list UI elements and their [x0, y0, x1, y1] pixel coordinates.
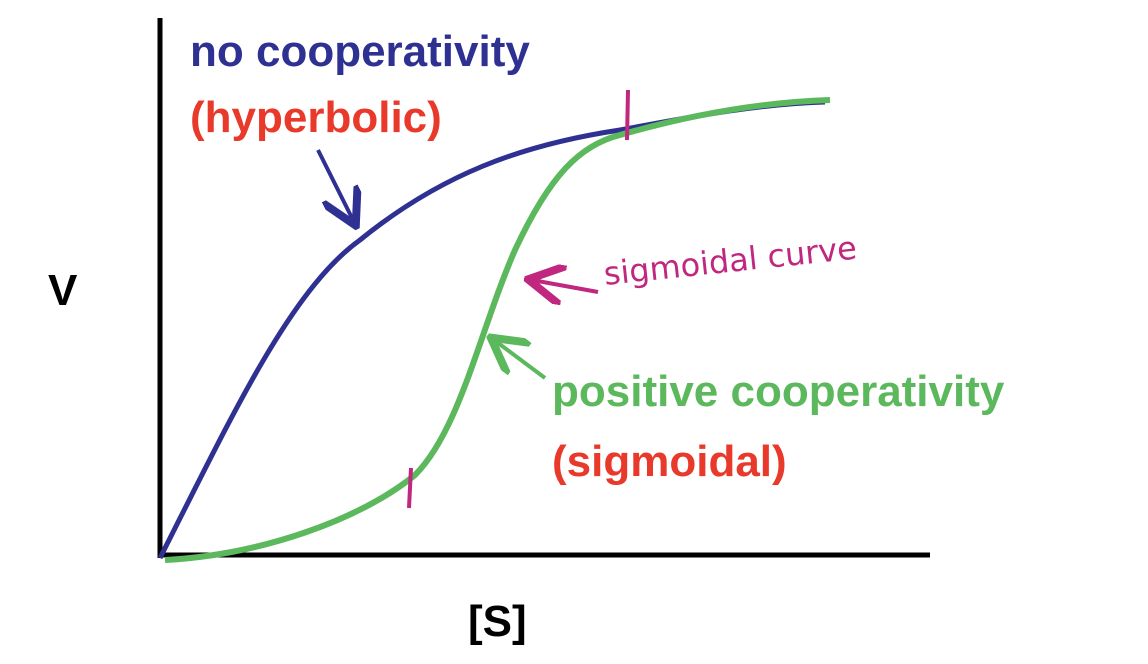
y-axis-label: V	[48, 266, 78, 315]
label: no cooperativity	[190, 27, 530, 76]
label: (hyperbolic)	[190, 93, 442, 142]
marker	[407, 467, 413, 509]
hyperbolic-curve	[157, 99, 826, 560]
x-axis-label: [S]	[468, 597, 527, 646]
arrow	[494, 340, 547, 380]
arrow	[316, 149, 354, 222]
arrow	[532, 280, 599, 292]
annotation: sigmoidal curve	[602, 229, 859, 293]
label: (sigmoidal)	[552, 437, 787, 486]
label: positive cooperativity	[552, 367, 1005, 416]
marker	[625, 89, 630, 141]
sigmoidal-curve	[164, 97, 831, 563]
